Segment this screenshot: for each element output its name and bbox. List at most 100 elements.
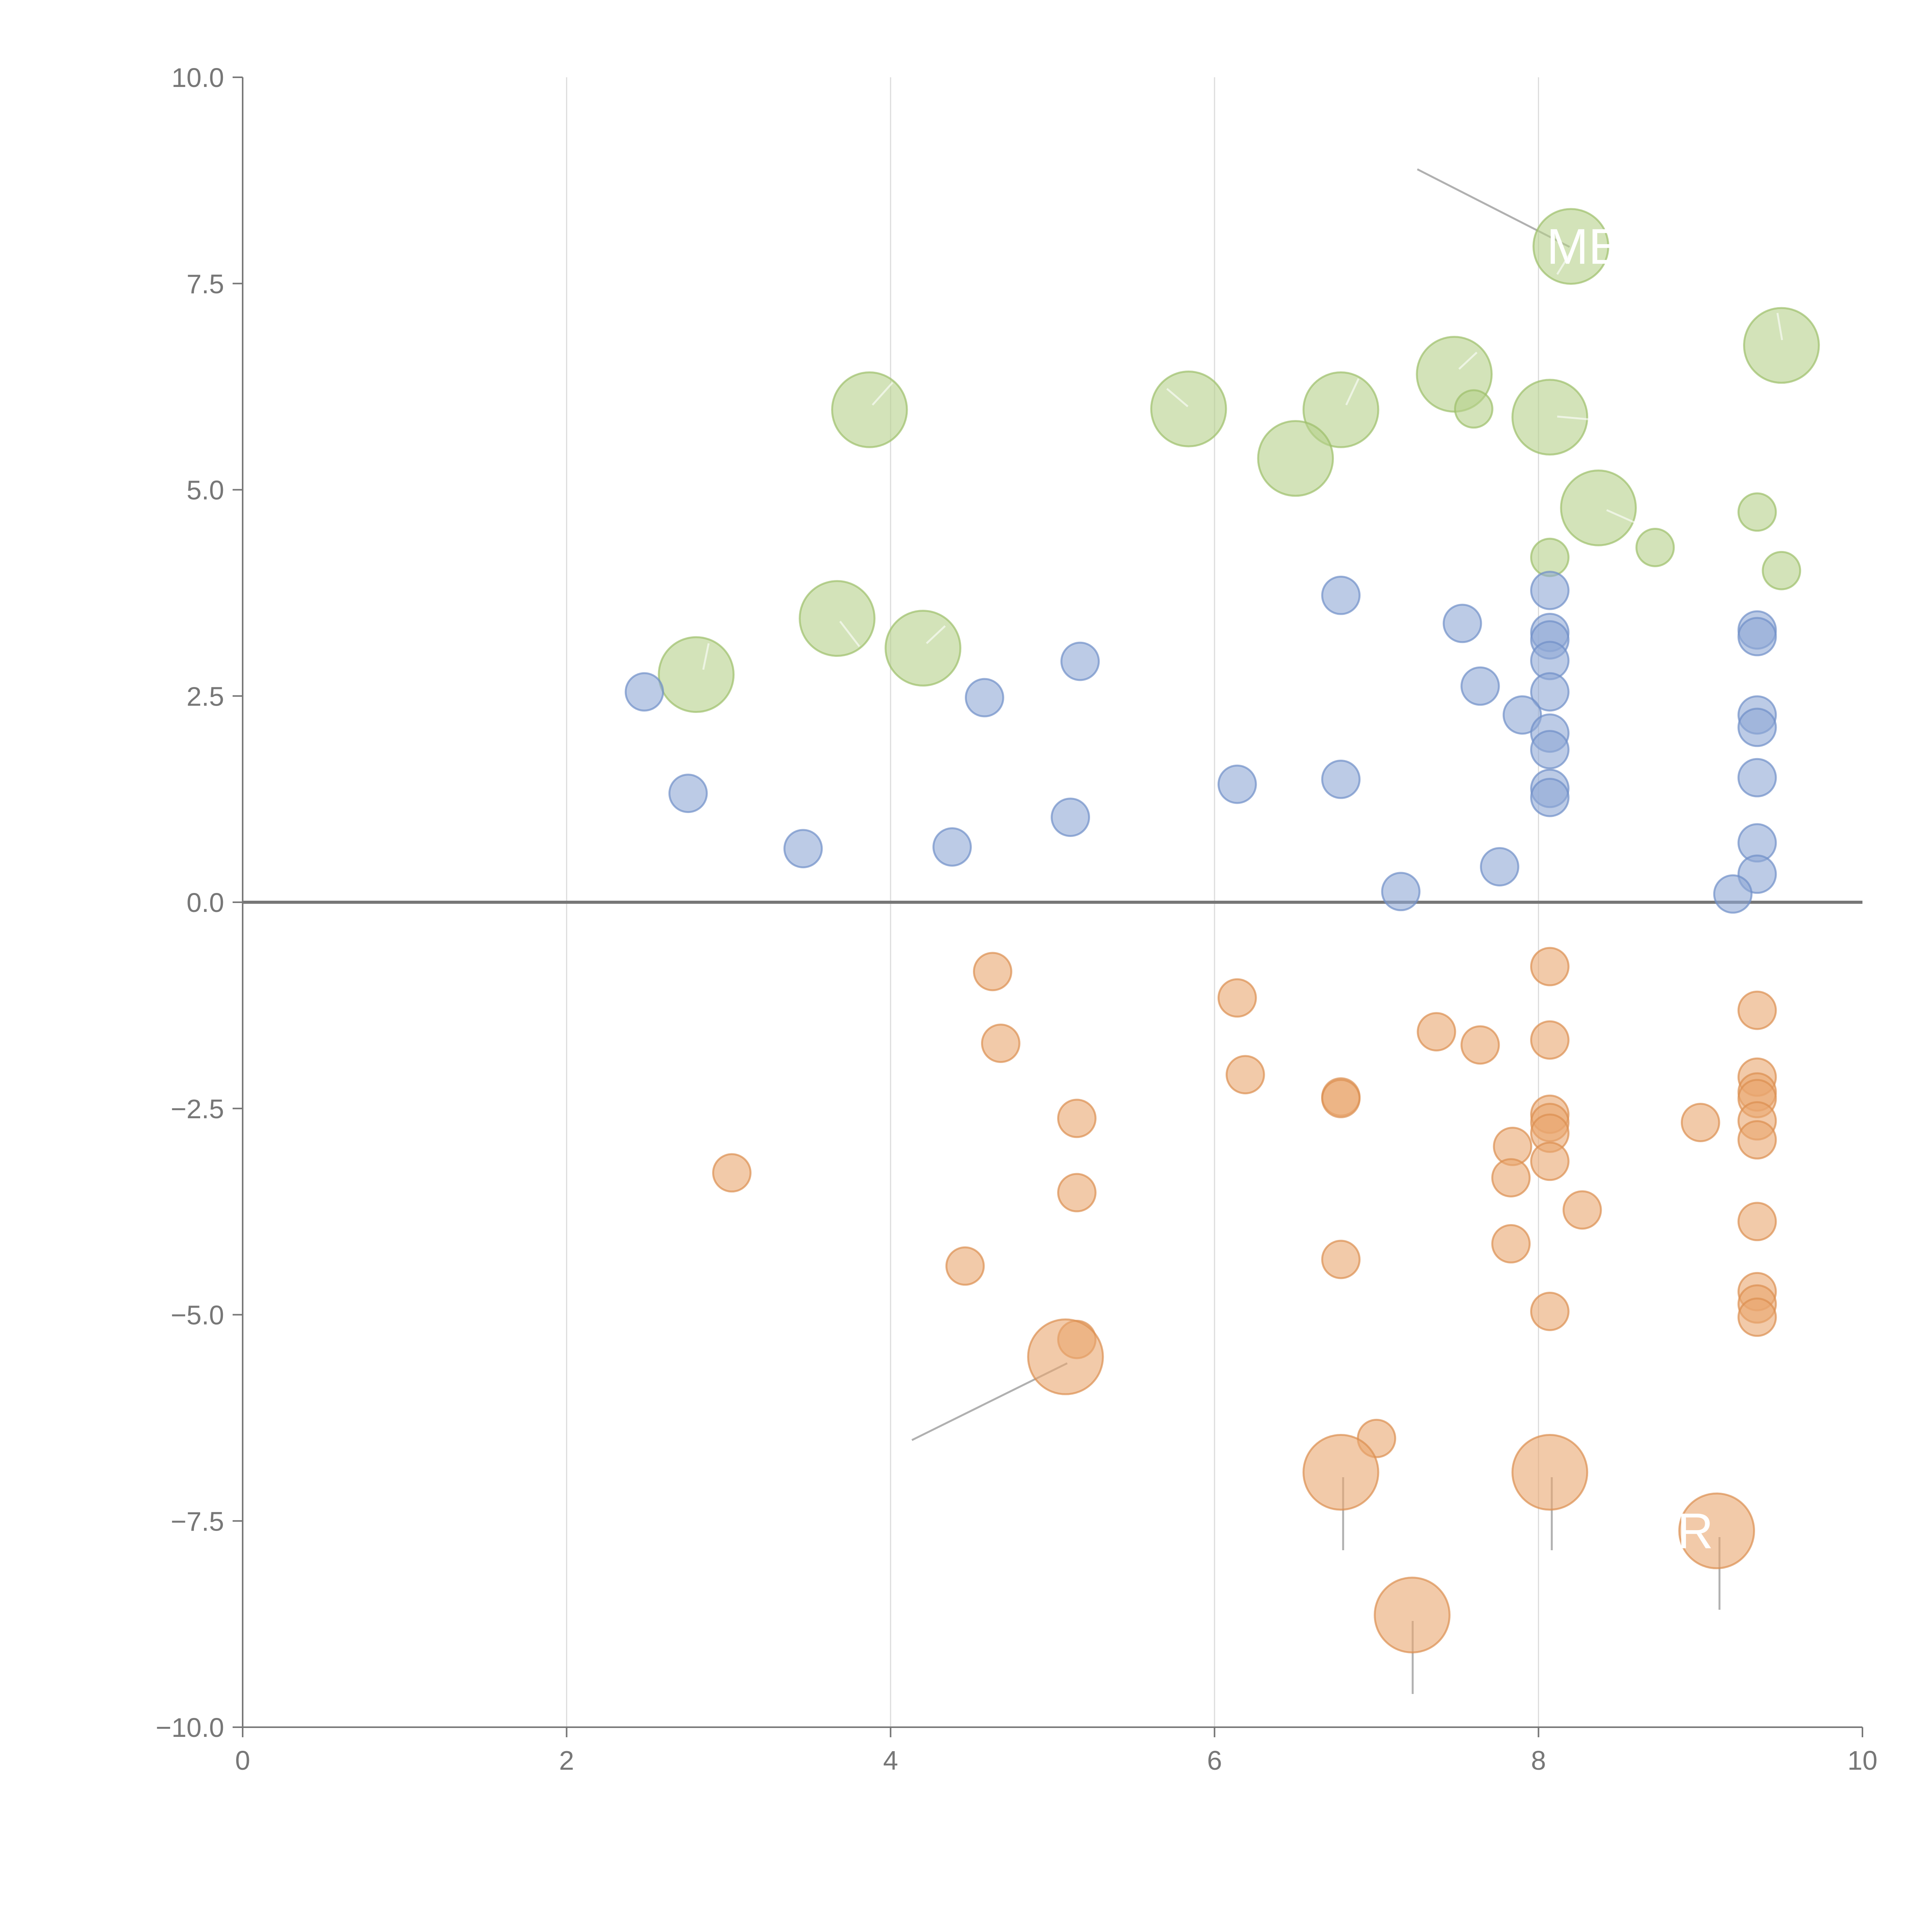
bubble-orange <box>1027 1318 1104 1395</box>
bubble-green <box>799 580 876 657</box>
bubble-blue <box>624 672 664 712</box>
bubble-blue <box>1217 764 1257 804</box>
bubble-blue <box>1737 617 1777 656</box>
bubble-green <box>1737 492 1777 532</box>
bubble-green <box>1150 370 1227 447</box>
bubble-green <box>658 636 735 713</box>
bubble-orange <box>1678 1492 1755 1570</box>
bubble-blue <box>1442 604 1482 643</box>
y-tick-label: −7.5 <box>171 1506 224 1536</box>
bubble-orange <box>1302 1434 1379 1511</box>
inner-line <box>839 621 860 647</box>
bubble-orange <box>712 1153 752 1193</box>
bubble-blue <box>1060 641 1100 681</box>
bubble-orange <box>1737 1120 1777 1160</box>
bubble-blue <box>783 829 823 869</box>
inner-label-lines <box>702 247 1783 670</box>
bubble-green <box>1511 379 1588 456</box>
bubble-orange <box>945 1246 985 1286</box>
bubble-blue <box>1530 672 1570 712</box>
inner-line <box>872 382 893 406</box>
inner-line <box>1776 313 1783 340</box>
bubble-orange <box>1530 947 1570 986</box>
inner-line <box>1458 352 1478 370</box>
bubble-orange <box>1057 1173 1097 1213</box>
inner-line <box>1606 509 1635 524</box>
y-tick-label: 0.0 <box>187 888 224 918</box>
bubble-green <box>1743 307 1820 384</box>
bubble-blue <box>1051 798 1090 837</box>
bubble-green <box>884 610 961 687</box>
bubble-blue <box>668 774 708 813</box>
bubble-blue <box>1530 730 1570 769</box>
bubble-blue <box>1321 759 1361 799</box>
y-tick-label: −10.0 <box>156 1713 224 1743</box>
bubble-blue <box>1381 872 1421 912</box>
inner-line <box>1166 388 1189 407</box>
bubble-green <box>1530 537 1570 577</box>
bubble-orange <box>1374 1577 1451 1653</box>
bubble-blue <box>932 827 972 867</box>
bubble-blue <box>1530 571 1570 610</box>
inner-line <box>1557 415 1588 420</box>
bubble-blue <box>1737 707 1777 747</box>
bubble-blue <box>1502 695 1542 735</box>
bubble-blue <box>1737 758 1777 798</box>
bubble-orange <box>1737 1202 1777 1242</box>
bubbles <box>624 208 1820 1653</box>
bubble-green <box>1302 371 1379 448</box>
bubble-orange <box>1562 1190 1602 1230</box>
bubble-orange <box>1737 1298 1777 1337</box>
bubble-orange <box>1530 1292 1570 1331</box>
y-tick-label: −5.0 <box>171 1300 224 1330</box>
bubble-green <box>1454 389 1493 429</box>
bubble-orange <box>1417 1012 1456 1052</box>
bubble-orange <box>1680 1103 1720 1142</box>
x-tick-label: 4 <box>883 1745 898 1776</box>
bubble-orange <box>1491 1158 1531 1197</box>
bubble-orange <box>1460 1025 1500 1065</box>
bubble-blue <box>1530 777 1570 817</box>
bubble-blue <box>1321 575 1361 615</box>
bubble-green <box>1257 420 1334 497</box>
x-tick-label: 0 <box>235 1745 250 1776</box>
y-tick-label: 10.0 <box>172 63 224 93</box>
bubble-orange <box>973 952 1012 992</box>
bubble-blue <box>1480 847 1519 887</box>
y-tick-label: 7.5 <box>187 269 224 299</box>
bubble-blue <box>1460 666 1500 706</box>
x-tick-label: 6 <box>1207 1745 1222 1776</box>
bubble-orange <box>981 1024 1020 1063</box>
x-tick-label: 8 <box>1531 1745 1546 1776</box>
bubble-orange <box>1737 990 1777 1030</box>
y-tick-label: 2.5 <box>187 681 224 711</box>
bubble-blue <box>965 678 1004 718</box>
bubble-orange <box>1217 978 1257 1018</box>
bubble-green <box>1762 551 1801 590</box>
annotation-label: R <box>1677 1503 1713 1559</box>
axes: 0 2 4 6 8 10 10.0 7.5 5.0 2.5 0.0 −2.5 −5.0 −7.5 −10.0 <box>156 63 1878 1776</box>
bubble-orange <box>1530 1020 1570 1060</box>
inner-line <box>702 643 710 670</box>
bubble-orange <box>1057 1099 1097 1138</box>
bubble-orange <box>1321 1079 1361 1119</box>
inner-line <box>1345 378 1360 406</box>
bubble-blue <box>1713 874 1753 914</box>
y-tick-label: 5.0 <box>187 475 224 505</box>
bubble-orange <box>1225 1055 1265 1095</box>
bubble-orange <box>1321 1240 1361 1279</box>
x-tick-label: 2 <box>559 1745 574 1776</box>
bubble-green <box>1635 528 1675 567</box>
bubble-orange <box>1511 1434 1588 1511</box>
y-tick-label: −2.5 <box>171 1094 224 1124</box>
bubble-green <box>831 371 908 448</box>
inner-line <box>1556 247 1575 275</box>
chart-annotations: ME R <box>1547 218 1714 1559</box>
annotation-label: ME <box>1547 218 1622 275</box>
bubble-orange <box>1491 1224 1531 1264</box>
inner-line <box>926 625 946 644</box>
bubble-green <box>1532 208 1609 285</box>
bubble-orange <box>1530 1141 1570 1181</box>
bubble-green <box>1560 469 1637 546</box>
